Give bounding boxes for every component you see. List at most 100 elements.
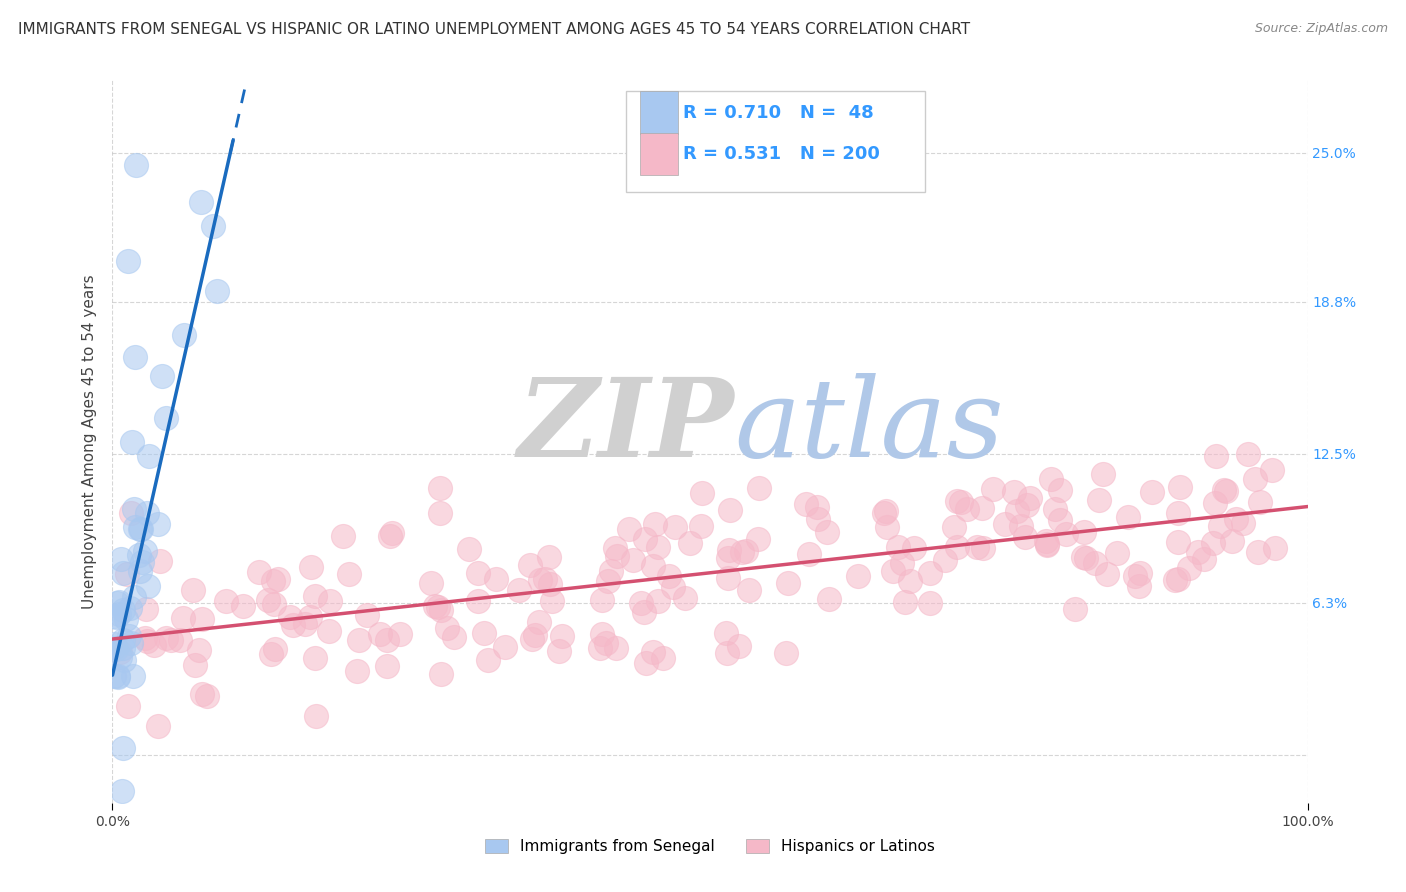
Legend: Immigrants from Senegal, Hispanics or Latinos: Immigrants from Senegal, Hispanics or La… <box>479 833 941 860</box>
Point <box>159 633 181 648</box>
Point <box>129 522 152 536</box>
Point <box>1225 511 1247 525</box>
Point <box>621 553 644 567</box>
Point <box>551 629 574 643</box>
Point <box>188 642 211 657</box>
Point <box>664 520 686 534</box>
Point <box>778 575 800 590</box>
Point <box>305 709 328 723</box>
Point <box>191 687 214 701</box>
Point <box>304 589 326 603</box>
Point <box>1204 496 1226 510</box>
Point <box>1249 494 1271 508</box>
Point <box>599 564 621 578</box>
Point <box>1129 566 1152 580</box>
Point <box>485 572 508 586</box>
Point <box>527 615 550 629</box>
Point <box>523 628 546 642</box>
Point <box>1073 524 1095 539</box>
Point <box>457 541 479 556</box>
Point <box>633 605 655 619</box>
Text: R = 0.531   N = 200: R = 0.531 N = 200 <box>682 145 879 163</box>
Point <box>634 532 657 546</box>
Point <box>775 647 797 661</box>
Point <box>1187 545 1209 559</box>
Point <box>125 158 148 172</box>
Point <box>529 574 551 588</box>
Point <box>903 541 925 556</box>
Point <box>278 609 301 624</box>
Point <box>107 670 129 684</box>
Point <box>112 566 135 580</box>
Point <box>105 641 128 656</box>
Point <box>356 607 378 622</box>
Point <box>134 632 156 646</box>
Point <box>714 626 737 640</box>
Point <box>124 520 146 534</box>
Point <box>1163 573 1185 587</box>
Point <box>443 630 465 644</box>
Point <box>1205 450 1227 464</box>
Point <box>920 596 942 610</box>
Point <box>1040 472 1063 486</box>
Point <box>423 599 446 613</box>
Point <box>1142 484 1164 499</box>
Point <box>131 555 153 569</box>
Point <box>606 549 628 563</box>
Point <box>429 603 451 617</box>
Point <box>591 592 613 607</box>
Point <box>589 640 612 655</box>
Point <box>108 595 131 609</box>
Point <box>108 650 131 665</box>
Point <box>541 594 564 608</box>
Point <box>1036 536 1059 550</box>
Point <box>717 571 740 585</box>
Point <box>467 566 489 580</box>
Point <box>381 525 404 540</box>
Point <box>950 495 973 509</box>
Point <box>533 572 555 586</box>
Point <box>195 689 218 703</box>
Point <box>136 633 159 648</box>
Point <box>103 637 125 651</box>
Point <box>304 651 326 665</box>
Point <box>891 556 914 570</box>
Point <box>692 486 714 500</box>
Point <box>605 541 627 556</box>
Point <box>124 350 146 364</box>
Point <box>427 599 450 614</box>
Point <box>494 640 516 655</box>
Point <box>1084 556 1107 570</box>
Point <box>807 512 830 526</box>
Point <box>429 481 451 495</box>
Point <box>420 576 443 591</box>
Point <box>1237 446 1260 460</box>
Point <box>319 594 342 608</box>
Point <box>731 545 754 559</box>
Point <box>1220 533 1243 548</box>
Point <box>1036 538 1059 552</box>
Point <box>690 518 713 533</box>
Point <box>111 784 134 798</box>
Point <box>945 540 967 554</box>
Point <box>112 653 135 667</box>
Point <box>520 632 543 646</box>
Point <box>1213 483 1236 497</box>
Point <box>1232 516 1254 531</box>
Point <box>873 506 896 520</box>
Point <box>118 601 141 615</box>
Point <box>797 547 820 561</box>
Point <box>138 579 160 593</box>
Point <box>738 583 761 598</box>
Point <box>232 599 254 614</box>
Point <box>1208 519 1230 533</box>
Point <box>247 565 270 579</box>
Point <box>1019 491 1042 505</box>
Point <box>436 621 458 635</box>
Point <box>1243 473 1265 487</box>
Point <box>117 254 139 268</box>
Point <box>1168 480 1191 494</box>
Point <box>652 651 675 665</box>
Point <box>294 616 316 631</box>
Point <box>647 541 669 555</box>
